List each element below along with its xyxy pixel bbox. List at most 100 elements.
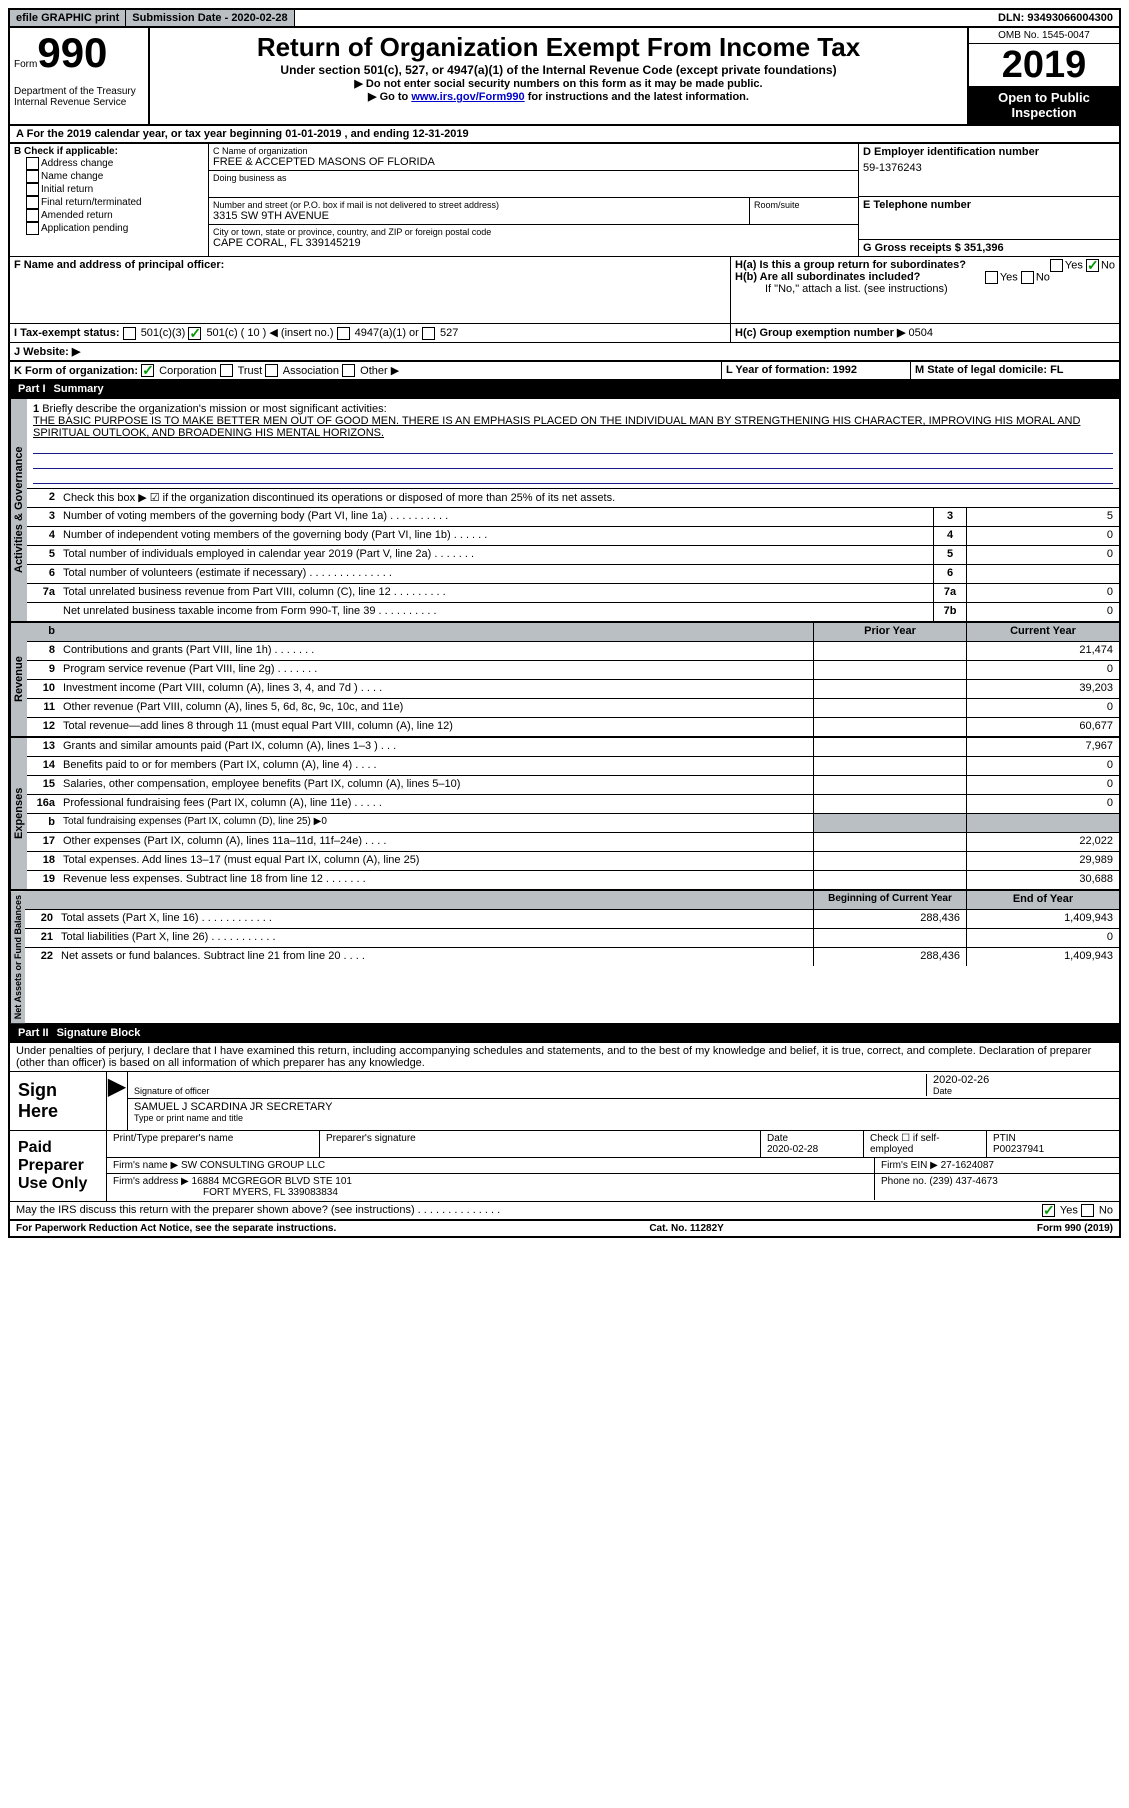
paid-preparer-label: Paid Preparer Use Only (10, 1131, 107, 1201)
footer-left: For Paperwork Reduction Act Notice, see … (16, 1223, 336, 1234)
discuss-no[interactable] (1081, 1204, 1094, 1217)
firm-name: SW CONSULTING GROUP LLC (181, 1160, 325, 1171)
check-4947[interactable] (337, 327, 350, 340)
check-501c3[interactable] (123, 327, 136, 340)
form-subtitle: Under section 501(c), 527, or 4947(a)(1)… (154, 63, 963, 77)
line-16a: 16aProfessional fundraising fees (Part I… (27, 795, 1119, 814)
form-note1: ▶ Do not enter social security numbers o… (154, 77, 963, 90)
mission-text: THE BASIC PURPOSE IS TO MAKE BETTER MEN … (33, 415, 1080, 439)
net-assets-section: Net Assets or Fund Balances Beginning of… (8, 891, 1121, 1025)
firm-phone: (239) 437-4673 (929, 1176, 997, 1187)
section-c: C Name of organization FREE & ACCEPTED M… (209, 144, 859, 256)
gross-receipts: G Gross receipts $ 351,396 (863, 242, 1115, 254)
expenses-section: Expenses 13Grants and similar amounts pa… (8, 738, 1121, 891)
line-17: 17Other expenses (Part IX, column (A), l… (27, 833, 1119, 852)
form-note2: ▶ Go to www.irs.gov/Form990 for instruct… (154, 90, 963, 103)
org-info-row: B Check if applicable: Address change Na… (8, 144, 1121, 257)
line-6: 6Total number of volunteers (estimate if… (27, 565, 1119, 584)
revenue-section: Revenue bPrior YearCurrent Year 8Contrib… (8, 623, 1121, 738)
governance-label: Activities & Governance (10, 399, 27, 621)
signature-arrow-icon: ▶ (107, 1072, 128, 1130)
sign-date: 2020-02-26 (933, 1074, 1113, 1086)
line-15: 15Salaries, other compensation, employee… (27, 776, 1119, 795)
discuss-yes[interactable] (1042, 1204, 1055, 1217)
website-row: J Website: ▶ (8, 343, 1121, 362)
line-21: 21Total liabilities (Part X, line 26) . … (25, 929, 1119, 948)
check-name[interactable]: Name change (14, 170, 204, 183)
check-527[interactable] (422, 327, 435, 340)
officer-name: SAMUEL J SCARDINA JR SECRETARY (134, 1101, 1113, 1113)
form-label: Form (14, 59, 37, 70)
line-19: 19Revenue less expenses. Subtract line 1… (27, 871, 1119, 889)
check-corporation[interactable] (141, 364, 154, 377)
dln-number: DLN: 93493066004300 (992, 10, 1119, 26)
line-13: 13Grants and similar amounts paid (Part … (27, 738, 1119, 757)
ein-value: 59-1376243 (863, 158, 1115, 174)
column-headers: bPrior YearCurrent Year (27, 623, 1119, 642)
line-20: 20Total assets (Part X, line 16) . . . .… (25, 910, 1119, 929)
tax-year: 2019 (969, 44, 1119, 86)
form-header: Form990 Department of the Treasury Inter… (8, 28, 1121, 126)
line-18: 18Total expenses. Add lines 13–17 (must … (27, 852, 1119, 871)
org-name: FREE & ACCEPTED MASONS OF FLORIDA (213, 156, 854, 168)
check-association[interactable] (265, 364, 278, 377)
efile-print-button[interactable]: efile GRAPHIC print (10, 10, 126, 26)
form-number: 990 (37, 29, 107, 76)
section-b: B Check if applicable: Address change Na… (10, 144, 209, 256)
line-2: 2Check this box ▶ ☑ if the organization … (27, 489, 1119, 508)
firm-ein: 27-1624087 (941, 1160, 994, 1171)
line-10: 10Investment income (Part VIII, column (… (27, 680, 1119, 699)
irs-link[interactable]: www.irs.gov/Form990 (411, 91, 524, 103)
check-501c[interactable] (188, 327, 201, 340)
line-14: 14Benefits paid to or for members (Part … (27, 757, 1119, 776)
line-12: 12Total revenue—add lines 8 through 11 (… (27, 718, 1119, 736)
line-16b: bTotal fundraising expenses (Part IX, co… (27, 814, 1119, 833)
footer-cat: Cat. No. 11282Y (649, 1223, 723, 1234)
line-5: 5Total number of individuals employed in… (27, 546, 1119, 565)
ptin: P00237941 (993, 1144, 1044, 1155)
section-d-e-g: D Employer identification number 59-1376… (859, 144, 1119, 256)
title-box: Return of Organization Exempt From Incom… (150, 28, 967, 124)
column-headers-2: Beginning of Current YearEnd of Year (25, 891, 1119, 910)
officer-row: F Name and address of principal officer:… (8, 257, 1121, 324)
signature-section: Under penalties of perjury, I declare th… (8, 1043, 1121, 1221)
year-box: OMB No. 1545-0047 2019 Open to Public In… (967, 28, 1119, 124)
check-pending[interactable]: Application pending (14, 222, 204, 235)
revenue-label: Revenue (10, 623, 27, 736)
tax-status-row: I Tax-exempt status: 501(c)(3) 501(c) ( … (8, 324, 1121, 343)
line-11: 11Other revenue (Part VIII, column (A), … (27, 699, 1119, 718)
check-amended[interactable]: Amended return (14, 209, 204, 222)
omb-number: OMB No. 1545-0047 (969, 28, 1119, 44)
line-22: 22Net assets or fund balances. Subtract … (25, 948, 1119, 966)
check-initial[interactable]: Initial return (14, 183, 204, 196)
line-4: 4Number of independent voting members of… (27, 527, 1119, 546)
submission-date: Submission Date - 2020-02-28 (126, 10, 294, 26)
org-city: CAPE CORAL, FL 339145219 (213, 237, 854, 249)
footer-form: Form 990 (2019) (1037, 1223, 1113, 1234)
form-title: Return of Organization Exempt From Incom… (154, 32, 963, 63)
line-1: 1 Briefly describe the organization's mi… (27, 399, 1119, 489)
part2-header: Part II Signature Block (8, 1025, 1121, 1043)
form-org-row: K Form of organization: Corporation Trus… (8, 362, 1121, 382)
check-address[interactable]: Address change (14, 157, 204, 170)
prep-date: 2020-02-28 (767, 1144, 818, 1155)
net-assets-label: Net Assets or Fund Balances (10, 891, 25, 1023)
expenses-label: Expenses (10, 738, 27, 889)
line-3: 3Number of voting members of the governi… (27, 508, 1119, 527)
year-formation: L Year of formation: 1992 (726, 364, 857, 376)
firm-address: 16884 MCGREGOR BLVD STE 101 (192, 1176, 352, 1187)
department-label: Department of the Treasury Internal Reve… (14, 86, 144, 108)
activities-governance-section: Activities & Governance 1 Briefly descri… (8, 399, 1121, 623)
discuss-row: May the IRS discuss this return with the… (10, 1202, 1119, 1219)
top-bar: efile GRAPHIC print Submission Date - 20… (8, 8, 1121, 28)
line-9: 9Program service revenue (Part VIII, lin… (27, 661, 1119, 680)
check-final[interactable]: Final return/terminated (14, 196, 204, 209)
open-public-badge: Open to Public Inspection (969, 86, 1119, 124)
line-7a: 7aTotal unrelated business revenue from … (27, 584, 1119, 603)
check-trust[interactable] (220, 364, 233, 377)
footer: For Paperwork Reduction Act Notice, see … (8, 1221, 1121, 1238)
tax-year-row: A For the 2019 calendar year, or tax yea… (8, 126, 1121, 144)
form-number-box: Form990 Department of the Treasury Inter… (10, 28, 150, 124)
group-exemption: 0504 (908, 327, 932, 339)
check-other[interactable] (342, 364, 355, 377)
